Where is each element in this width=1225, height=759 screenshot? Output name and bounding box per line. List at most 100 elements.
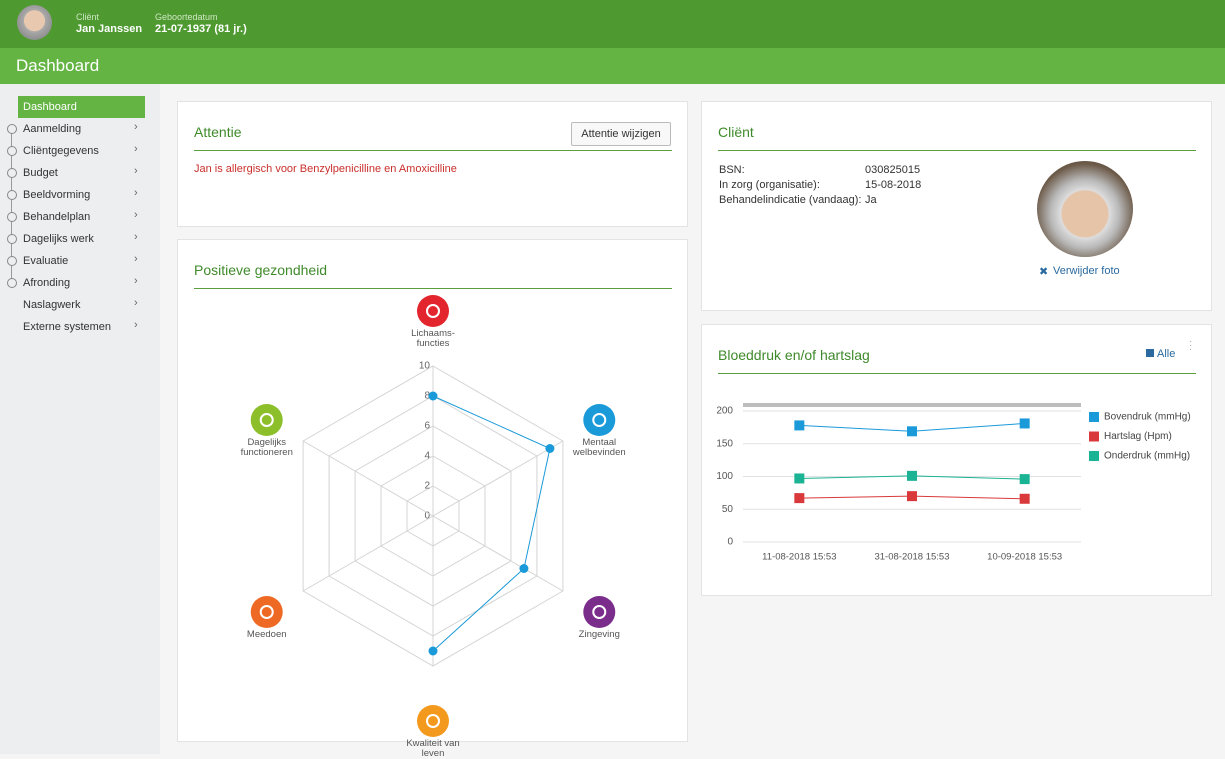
spoke	[432, 515, 564, 592]
link-icon[interactable]	[1146, 349, 1154, 357]
client-card: Cliënt BSN: 030825015 In zorg (organisatie…	[701, 101, 1212, 311]
menu-icon[interactable]: · · ·	[1189, 336, 1193, 355]
data-point	[545, 444, 555, 453]
y-tick-label: 0	[727, 537, 733, 548]
field-value: 15-08-2018	[865, 179, 922, 191]
category-label: Mentaal welbevinden	[572, 437, 626, 458]
nav-item[interactable]: Budget	[23, 167, 58, 179]
legend-label: Hartslag (Hpm)	[1104, 431, 1172, 442]
nav-item[interactable]: Evaluatie	[23, 255, 69, 267]
remove-icon[interactable]: ✖	[1039, 266, 1049, 278]
category-icon	[250, 404, 283, 436]
icon-glyph	[592, 413, 607, 427]
tick-label: 2	[424, 481, 430, 492]
spoke	[302, 440, 434, 517]
nav-item[interactable]: Afronding	[23, 277, 71, 289]
radar-chart: 0 2 4 6 8 10 Lichaams- functies Mentaal welbev…	[178, 290, 687, 759]
chevron: ›	[134, 187, 138, 199]
timeline-dot	[7, 124, 17, 134]
chevron: ›	[134, 143, 138, 155]
icon-glyph	[259, 605, 274, 619]
client-name: Jan Janssen	[76, 23, 143, 35]
all-link[interactable]: Alle	[1157, 348, 1176, 360]
nav-active	[18, 96, 145, 118]
category-label: Meedoen	[246, 629, 287, 640]
timeline-dot	[7, 190, 17, 200]
sidebar: Dashboard Aanmelding › Cliëntgegevens › Budge…	[0, 84, 160, 754]
tick-label: 10	[419, 361, 431, 372]
icon-glyph	[259, 413, 274, 427]
field-value: 030825015	[865, 164, 921, 176]
icon-glyph	[426, 304, 440, 318]
divider	[718, 150, 1196, 151]
avatar	[17, 5, 52, 40]
card-title: Cliënt	[718, 124, 754, 140]
chevron: ›	[134, 121, 138, 133]
spoke	[302, 515, 434, 592]
legend-swatch	[1089, 451, 1099, 461]
x-tick-label: 31-08-2018 15:53	[874, 552, 949, 563]
remove-photo-link[interactable]: Verwijder foto	[1053, 265, 1120, 277]
nav-item[interactable]: Aanmelding	[23, 123, 82, 135]
data-point	[1019, 474, 1030, 485]
nav-item[interactable]: Externe systemen	[23, 321, 112, 333]
data-point	[428, 391, 438, 401]
attention-text: Jan is allergisch voor Benzylpenicilline…	[194, 163, 457, 175]
icon-glyph	[426, 714, 440, 728]
dob-label: Geboortedatum	[155, 12, 218, 22]
card-title: Positieve gezondheid	[194, 262, 328, 278]
field-label: BSN:	[719, 164, 745, 176]
health-card: Positieve gezondheid 0 2 4 6 8 10 Lichaams- f…	[177, 239, 688, 759]
attention-card: Attentie Attentie wijzigen Jan is allerg…	[177, 101, 688, 227]
y-tick-label: 50	[722, 504, 734, 515]
nav-item[interactable]: Beeldvorming	[23, 189, 91, 201]
series-line	[432, 395, 551, 652]
data-point	[907, 426, 917, 437]
chevron: ›	[134, 319, 138, 331]
chevron: ›	[134, 209, 138, 221]
x-tick-label: 10-09-2018 15:53	[987, 552, 1062, 563]
legend-swatch	[1089, 412, 1099, 422]
nav-item[interactable]: Naslagwerk	[23, 299, 81, 311]
dob: 21-07-1937 (81 jr.)	[155, 23, 247, 35]
y-tick-label: 150	[716, 438, 733, 449]
tick-label: 0	[424, 511, 430, 522]
chevron: ›	[134, 275, 138, 287]
category-icon	[583, 596, 616, 628]
card-title: Attentie	[194, 124, 242, 140]
nav-item[interactable]: Dagelijks werk	[23, 233, 94, 245]
client-label: Cliënt	[76, 12, 100, 22]
field-label: Behandelindicatie (vandaag):	[719, 194, 862, 206]
timeline	[11, 129, 12, 283]
nav-item[interactable]: Cliëntgegevens	[23, 145, 99, 157]
y-tick-label: 200	[716, 406, 733, 417]
legend-label: Onderdruk (mmHg)	[1104, 451, 1190, 462]
spoke	[432, 440, 564, 517]
page-title: Dashboard	[16, 56, 100, 75]
edit-attention-button[interactable]: Attentie wijzigen	[571, 122, 671, 146]
data-point	[428, 646, 438, 656]
category-icon	[250, 596, 283, 628]
category-icon	[417, 295, 449, 327]
line-chart: 0 50 100 150 200 11-08-2018 15:53 31-08-2018 1…	[716, 403, 1191, 563]
category-icon	[583, 404, 616, 436]
nav-item[interactable]: Behandelplan	[23, 211, 91, 223]
timeline-dot	[7, 234, 17, 244]
data-point	[1019, 418, 1030, 429]
tick-label: 8	[424, 391, 430, 402]
chevron: ›	[134, 297, 138, 309]
data-point	[907, 491, 917, 502]
title-bar: Dashboard	[0, 48, 1225, 84]
nav-item[interactable]: Dashboard	[23, 101, 77, 113]
timeline-dot	[7, 212, 17, 222]
divider	[718, 373, 1196, 374]
chevron: ›	[134, 165, 138, 177]
range-bar	[743, 403, 1081, 407]
legend-label: Bovendruk (mmHg)	[1104, 412, 1191, 423]
data-point	[794, 420, 805, 431]
timeline-dot	[7, 256, 17, 266]
category-label: Dagelijks functioneren	[240, 437, 293, 458]
data-point	[794, 493, 805, 504]
timeline-dot	[7, 168, 17, 178]
